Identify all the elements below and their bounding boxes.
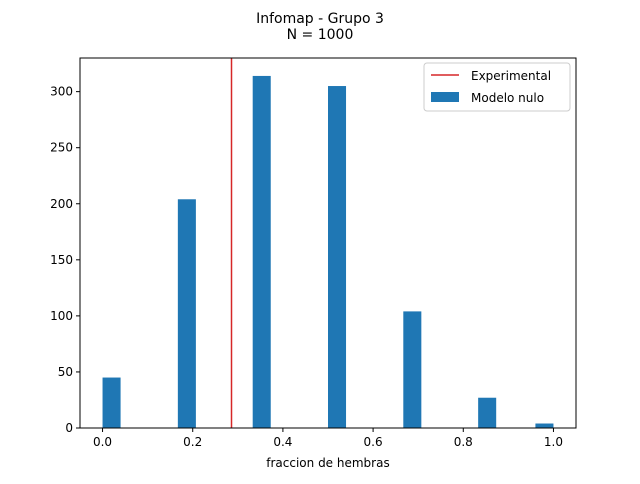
y-tick-label: 300 bbox=[50, 85, 73, 99]
x-axis: 0.0 0.2 0.4 0.6 0.8 1.0 bbox=[93, 428, 563, 449]
y-tick-label: 250 bbox=[50, 141, 73, 155]
x-tick-label: 0.2 bbox=[183, 435, 202, 449]
histogram-bar bbox=[252, 75, 271, 428]
histogram-bar bbox=[177, 199, 196, 428]
y-tick-label: 100 bbox=[50, 309, 73, 323]
y-tick-label: 200 bbox=[50, 197, 73, 211]
histogram-bar bbox=[403, 311, 422, 428]
x-tick-label: 1.0 bbox=[544, 435, 563, 449]
chart-title: Infomap - Grupo 3 bbox=[256, 11, 384, 27]
histogram-bar bbox=[535, 423, 554, 428]
legend-box bbox=[423, 62, 571, 112]
y-axis: 0 50 100 150 200 250 300 bbox=[50, 85, 80, 435]
x-tick-label: 0.6 bbox=[364, 435, 383, 449]
x-tick-label: 0.8 bbox=[454, 435, 473, 449]
legend-label-experimental: Experimental bbox=[471, 69, 551, 83]
bars-layer bbox=[102, 75, 554, 428]
histogram-bar bbox=[102, 377, 121, 428]
chart-subtitle: N = 1000 bbox=[287, 27, 354, 43]
histogram-bar bbox=[328, 86, 347, 428]
y-tick-label: 50 bbox=[58, 365, 73, 379]
plot-area-frame bbox=[79, 57, 577, 429]
y-tick-label: 0 bbox=[65, 421, 73, 435]
legend: Experimental Modelo nulo bbox=[423, 62, 571, 112]
legend-bar-swatch bbox=[431, 92, 459, 102]
x-tick-label: 0.4 bbox=[273, 435, 292, 449]
x-axis-label: fraccion de hembras bbox=[266, 456, 389, 470]
legend-label-modelo-nulo: Modelo nulo bbox=[471, 91, 544, 105]
x-tick-label: 0.0 bbox=[93, 435, 112, 449]
histogram-bar bbox=[478, 397, 497, 428]
y-tick-label: 150 bbox=[50, 253, 73, 267]
